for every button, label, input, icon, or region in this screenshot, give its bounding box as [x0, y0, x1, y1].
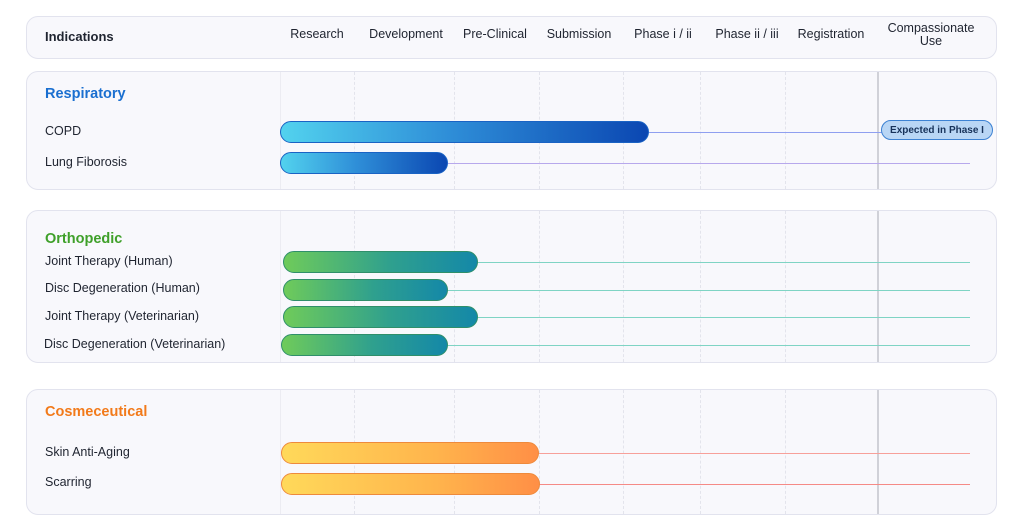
progress-track: [427, 163, 970, 164]
section-title-respiratory: Respiratory: [45, 86, 126, 102]
progress-track: [527, 453, 970, 454]
section-title-orthopedic: Orthopedic: [45, 231, 123, 247]
grid-line: [785, 211, 786, 362]
progress-bar-joint-therapy-veterinarian: [283, 306, 478, 328]
grid-line: [785, 390, 786, 514]
row-label-joint-therapy-human: Joint Therapy (Human): [45, 254, 173, 268]
pipeline-header: Indications Research Development Pre-Cli…: [26, 16, 997, 59]
progress-track: [527, 484, 970, 485]
row-label-joint-therapy-veterinarian: Joint Therapy (Veterinarian): [45, 309, 200, 323]
row-label-disc-degeneration-veterinarian: Disc Degeneration (Veterinarian): [44, 337, 226, 351]
row-label-lung-fiborosis: Lung Fiborosis: [45, 155, 127, 169]
section-cosmeceutical: Cosmeceutical Skin Anti-Aging Scarring: [26, 389, 997, 515]
progress-bar-disc-degeneration-veterinarian: [281, 334, 448, 356]
stage-compassionate-use: Compassionate Use: [887, 21, 975, 48]
progress-bar-scarring: [281, 473, 540, 495]
grid-line: [700, 72, 701, 189]
grid-line: [280, 211, 281, 362]
stage-phase-2-3: Phase ii / iii: [715, 27, 779, 41]
grid-line: [877, 390, 879, 514]
progress-bar-lung-fiborosis: [280, 152, 448, 174]
stage-development: Development: [369, 27, 443, 41]
section-respiratory: Respiratory COPD Expected in Phase I Lun…: [26, 71, 997, 190]
progress-bar-disc-degeneration-human: [283, 279, 448, 301]
grid-line: [454, 211, 455, 362]
row-label-disc-degeneration-human: Disc Degeneration (Human): [45, 281, 200, 295]
progress-track: [457, 317, 970, 318]
progress-track: [457, 262, 970, 263]
stage-registration: Registration: [797, 27, 865, 41]
progress-track: [627, 132, 886, 133]
stage-submission: Submission: [546, 27, 612, 41]
status-badge: Expected in Phase I: [881, 120, 993, 140]
grid-line: [623, 211, 624, 362]
section-title-cosmeceutical: Cosmeceutical: [45, 404, 148, 420]
grid-line: [877, 72, 879, 189]
row-label-scarring: Scarring: [45, 475, 92, 489]
row-label-copd: COPD: [45, 124, 82, 138]
progress-bar-skin-anti-aging: [281, 442, 539, 464]
progress-track: [427, 345, 970, 346]
grid-line: [700, 390, 701, 514]
row-label-skin-anti-aging: Skin Anti-Aging: [45, 445, 130, 459]
stage-research: Research: [290, 27, 344, 41]
grid-line: [280, 390, 281, 514]
stage-pre-clinical: Pre-Clinical: [463, 27, 527, 41]
grid-line: [877, 211, 879, 362]
grid-line: [539, 390, 540, 514]
progress-track: [427, 290, 970, 291]
indications-header: Indications: [45, 29, 114, 44]
grid-line: [785, 72, 786, 189]
grid-line: [700, 211, 701, 362]
progress-bar-copd: [280, 121, 649, 143]
grid-line: [539, 211, 540, 362]
section-orthopedic: Orthopedic Joint Therapy (Human) Disc De…: [26, 210, 997, 363]
grid-line: [623, 390, 624, 514]
stage-phase-1-2: Phase i / ii: [634, 27, 692, 41]
progress-bar-joint-therapy-human: [283, 251, 478, 273]
